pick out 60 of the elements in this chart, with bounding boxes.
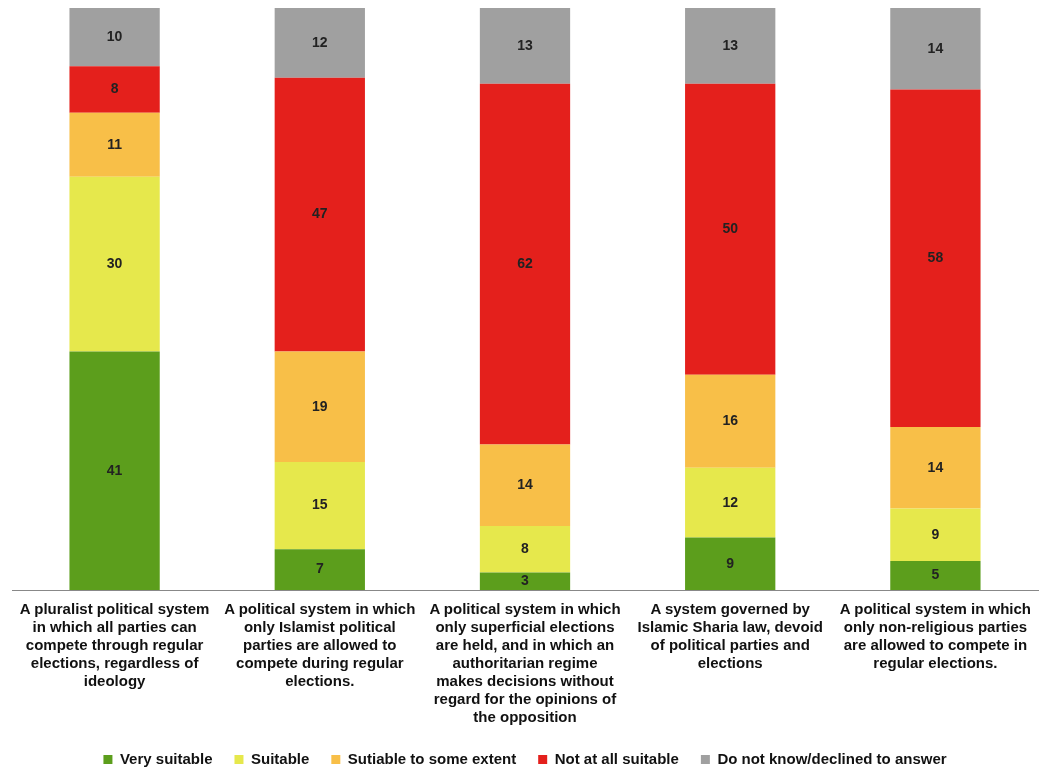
data-label: 12 [312,33,328,50]
data-label: 11 [107,135,123,152]
legend-label: Not at all suitable [554,749,679,767]
bar [479,83,571,445]
data-label: 13 [517,36,533,53]
bar [69,66,160,113]
data-label: 12 [722,493,739,510]
data-label: 7 [315,560,324,577]
data-label: 58 [927,249,944,266]
data-label: 47 [312,205,328,222]
data-label: 9 [726,554,735,571]
bar [69,8,160,67]
bar [274,549,365,590]
bar [274,461,365,550]
legend-label: Sutiable to some extent [347,749,517,767]
data-label: 5 [931,566,940,583]
bar [479,8,571,84]
bar [890,89,981,428]
data-label: 10 [106,27,123,44]
bar [890,8,981,90]
x-tick-label: A pluralist political system in which all parties can compete through regular elections, regardless of ideology [19,600,210,690]
data-label: 13 [722,36,739,53]
bar [685,537,776,590]
data-label: 50 [722,220,739,237]
data-label: 8 [110,80,119,97]
data-label: 14 [517,476,533,493]
bar [890,508,981,561]
bar [69,351,160,590]
bar [685,374,776,468]
x-tick-label: A political system in which only non-religious parties are allowed to compete in regular elections. [839,600,1031,672]
data-label: 30 [106,254,123,271]
data-label: 14 [927,458,944,475]
data-label: 16 [722,412,739,429]
bar [685,8,776,84]
legend-label: Do not know/declined to answer [717,749,947,767]
data-label: 62 [517,254,533,271]
bar [479,444,571,526]
bar [890,427,981,509]
data-label: 19 [312,397,328,414]
bar [69,112,160,177]
bar [274,77,365,352]
data-label: 41 [106,461,123,478]
data-label: 15 [312,496,328,513]
x-tick-label: A system governed by Islamic Sharia law, devoid of political parties and elections [637,600,823,672]
bar [685,83,776,375]
bar [274,351,365,462]
bar [685,467,776,538]
data-label: 3 [521,572,530,589]
bar [890,560,981,590]
bar [479,525,571,573]
bar [69,176,160,352]
data-label: 9 [931,525,940,542]
bar [479,572,571,590]
data-label: 8 [521,540,530,557]
legend-label: Suitable [250,749,310,767]
x-tick-label: A political system in which only superficial elections are held, and in which an authoritarian regime makes decisions without regard for the opinions of the opposition [429,600,621,726]
data-label: 14 [927,39,944,56]
x-tick-label: A political system in which only Islamist political parties are allowed to compete during regular elections. [224,600,416,690]
legend-label: Very suitable [119,749,213,767]
bar [274,8,365,78]
